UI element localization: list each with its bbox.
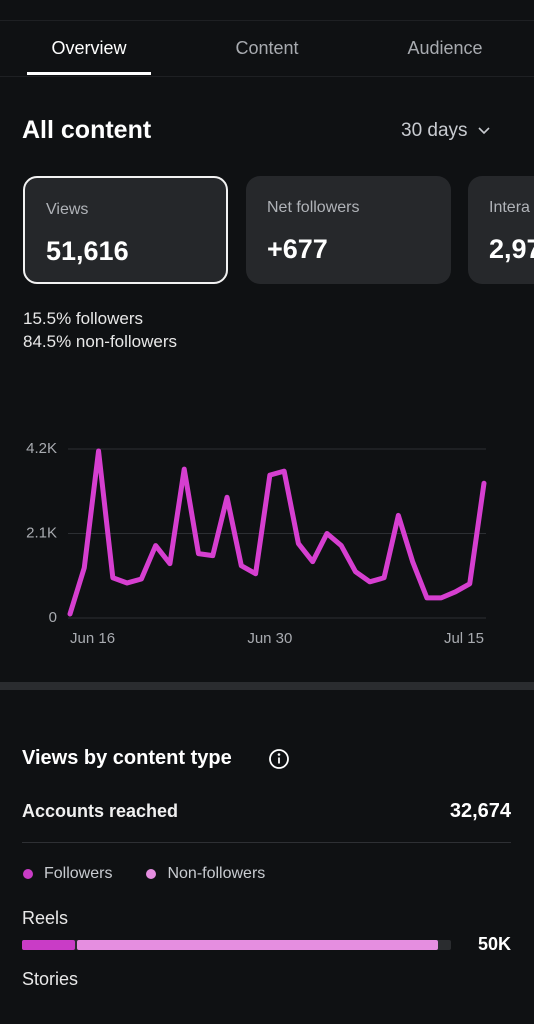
bar-track	[22, 940, 451, 950]
metric-label: Intera	[489, 199, 530, 216]
tab[interactable]: Overview	[51, 38, 127, 58]
metric-label: Accounts reached	[22, 801, 179, 821]
audience-split: 15.5% followers	[23, 309, 144, 328]
metric-label: Views	[46, 201, 89, 218]
metric-value: 32,674	[449, 800, 511, 822]
metric-value: 2,97	[489, 234, 534, 264]
period-label: 30 days	[401, 120, 468, 141]
x-tick-label: Jun 30	[247, 630, 292, 647]
section-divider	[0, 682, 534, 690]
views-chart: 0 2.1K 4.2K Jun 16 Jun 30 Jul 15	[26, 440, 487, 647]
row-label: Reels	[22, 908, 69, 928]
metric-card[interactable]: Views 51,616	[23, 176, 228, 284]
section-title: Views by content type	[22, 747, 232, 769]
y-tick-label: 0	[49, 609, 57, 626]
tab-indicator	[27, 72, 151, 75]
bar-segment	[77, 940, 438, 950]
legend-item: Followers	[22, 865, 112, 883]
legend-label: Followers	[44, 865, 113, 882]
top-divider	[0, 20, 534, 21]
metric-value: +677	[267, 234, 328, 264]
y-tick-label: 4.2K	[26, 440, 57, 457]
chevron-icon	[478, 127, 490, 135]
legend-dot	[146, 869, 157, 879]
tab[interactable]: Content	[235, 38, 299, 58]
metric-card[interactable]: Net followers +677	[246, 176, 451, 284]
divider	[22, 842, 511, 843]
tab[interactable]: Audience	[407, 38, 483, 58]
line-series	[67, 448, 487, 617]
section-title: All content	[22, 116, 152, 144]
info-icon[interactable]	[268, 748, 290, 770]
legend-label: Non-followers	[167, 865, 266, 882]
legend-item: Non-followers	[145, 865, 265, 883]
row-label: Stories	[22, 969, 79, 989]
metric-card[interactable]: Intera 2,97	[468, 176, 534, 284]
bar-segment	[22, 940, 76, 950]
metric-value: 51,616	[46, 236, 129, 266]
x-tick-label: Jun 16	[70, 630, 115, 647]
y-tick-label: 2.1K	[26, 524, 57, 541]
x-tick-label: Jul 15	[444, 630, 484, 647]
legend: Followers Non-followers	[22, 865, 265, 883]
tab-divider	[0, 76, 534, 77]
audience-split: 84.5% non-followers	[23, 332, 178, 351]
period-select[interactable]: 30 days	[401, 120, 491, 142]
legend-dot	[23, 869, 33, 879]
bar-value-label: 50K	[477, 934, 511, 954]
metric-label: Net followers	[267, 199, 360, 216]
